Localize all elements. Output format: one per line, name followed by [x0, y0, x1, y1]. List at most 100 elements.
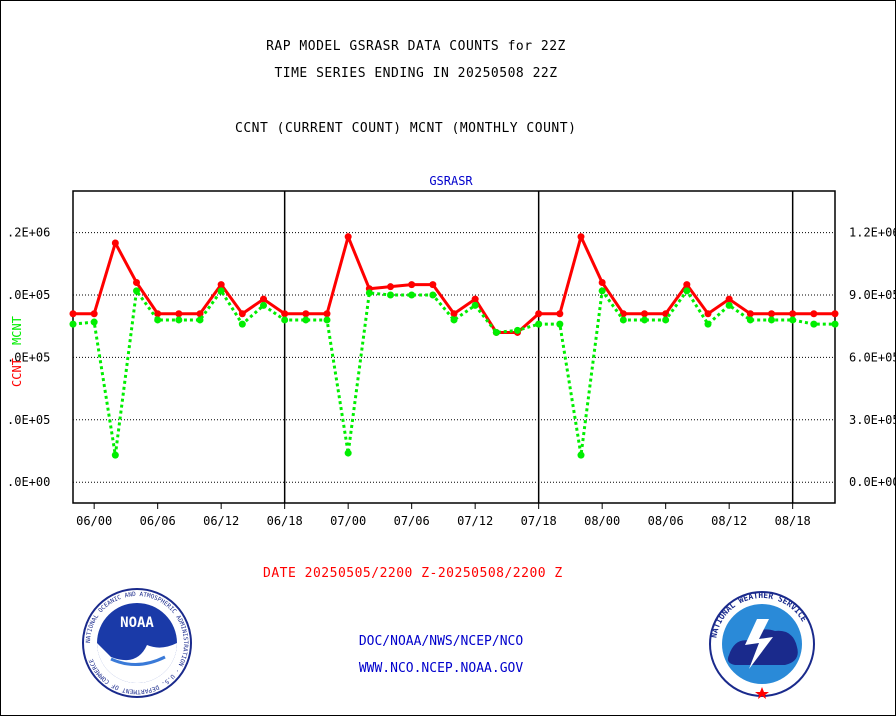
data-point-mcnt — [598, 287, 606, 295]
data-point-mcnt — [683, 287, 691, 295]
data-point-mcnt — [365, 289, 373, 297]
data-point-ccnt — [302, 310, 310, 318]
data-point-ccnt — [810, 310, 818, 318]
data-point-ccnt — [238, 310, 246, 318]
y-axis-label-ccnt: CCNT — [10, 358, 24, 387]
x-tick-label: 06/12 — [203, 514, 239, 528]
x-tick-label: 08/12 — [711, 514, 747, 528]
x-tick-label: 08/06 — [648, 514, 684, 528]
data-point-ccnt — [429, 281, 437, 289]
data-point-ccnt — [387, 283, 394, 291]
x-tick-label: 08/00 — [584, 514, 620, 528]
data-point-mcnt — [133, 287, 140, 295]
x-tick-label: 07/18 — [521, 514, 557, 528]
data-point-mcnt — [704, 320, 712, 328]
data-point-ccnt — [768, 310, 775, 318]
data-point-mcnt — [514, 326, 521, 334]
data-point-ccnt — [450, 310, 458, 318]
data-point-mcnt — [90, 318, 98, 326]
data-point-mcnt — [831, 320, 839, 328]
data-point-ccnt — [323, 310, 331, 318]
x-tick-label: 07/12 — [457, 514, 493, 528]
data-point-ccnt — [260, 295, 267, 303]
data-point-ccnt — [641, 310, 648, 318]
data-point-ccnt — [598, 279, 606, 287]
data-point-mcnt — [344, 449, 352, 457]
chart-title: RAP MODEL GSRASR DATA COUNTS for 22Z — [266, 39, 566, 54]
data-point-ccnt — [90, 310, 98, 318]
right-y-tick-label: 0.0E+00 — [849, 475, 896, 489]
data-point-mcnt — [577, 451, 585, 459]
noaa-logo-icon: NOAA NATIONAL OCEANIC AND ATMOSPHERIC AD… — [82, 588, 192, 698]
data-point-mcnt — [69, 320, 77, 328]
left-y-tick-label: .0E+00 — [7, 475, 50, 489]
x-tick-label: 07/00 — [330, 514, 366, 528]
x-tick-label: 07/06 — [394, 514, 430, 528]
data-point-mcnt — [556, 320, 564, 328]
data-point-mcnt — [535, 320, 543, 328]
data-point-mcnt — [450, 316, 458, 324]
data-point-mcnt — [408, 291, 416, 299]
nco-org-link[interactable]: DOC/NOAA/NWS/NCEP/NCO — [358, 634, 524, 649]
data-point-mcnt — [619, 316, 627, 324]
y-axis-label-mcnt: MCNT — [10, 316, 24, 345]
data-point-mcnt — [175, 316, 183, 324]
time-series-chart: 06/00 06/06 06/12 06/18 07/00 07/06 07/12 07/18… — [7, 174, 896, 528]
data-point-ccnt — [831, 310, 839, 318]
data-point-mcnt — [387, 291, 394, 299]
data-point-ccnt — [746, 310, 754, 318]
data-point-mcnt — [810, 320, 818, 328]
nws-logo-icon: NATIONAL WEATHER SERVICE — [709, 591, 815, 699]
left-y-tick-label: .0E+05 — [7, 350, 50, 364]
data-point-mcnt — [789, 316, 797, 324]
data-point-ccnt — [577, 233, 585, 241]
x-tick-label: 06/00 — [76, 514, 112, 528]
data-point-ccnt — [344, 233, 352, 241]
data-point-mcnt — [429, 291, 437, 299]
chart-subtitle: CCNT (CURRENT COUNT) MCNT (MONTHLY COUNT… — [235, 121, 577, 136]
data-point-ccnt — [111, 239, 119, 247]
right-y-tick-label: 6.0E+05 — [849, 350, 896, 364]
plot-frame — [72, 190, 836, 504]
data-point-ccnt — [535, 310, 543, 318]
data-point-ccnt — [175, 310, 183, 318]
data-point-mcnt — [746, 316, 754, 324]
data-point-mcnt — [260, 301, 267, 309]
data-point-mcnt — [471, 301, 479, 309]
data-point-mcnt — [238, 320, 246, 328]
left-y-tick-label: .0E+05 — [7, 413, 50, 427]
right-y-tick-label: 9.0E+05 — [849, 288, 896, 302]
data-point-mcnt — [492, 328, 500, 336]
x-tick-label: 08/18 — [775, 514, 811, 528]
data-point-mcnt — [662, 316, 670, 324]
right-y-tick-label: 1.2E+06 — [849, 226, 896, 240]
data-point-ccnt — [133, 279, 140, 287]
data-point-mcnt — [302, 316, 310, 324]
data-point-ccnt — [217, 281, 225, 289]
nco-website-link[interactable]: WWW.NCO.NCEP.NOAA.GOV — [358, 661, 524, 676]
x-tick-label: 06/18 — [267, 514, 303, 528]
noaa-logo-text: NOAA — [120, 615, 154, 631]
data-point-ccnt — [471, 295, 479, 303]
data-point-mcnt — [217, 287, 225, 295]
data-point-mcnt — [281, 316, 289, 324]
data-point-mcnt — [725, 301, 733, 309]
left-y-tick-label: .0E+05 — [7, 288, 50, 302]
data-point-ccnt — [683, 281, 691, 289]
left-y-tick-label: .2E+06 — [7, 226, 50, 240]
data-point-mcnt — [154, 316, 162, 324]
data-point-ccnt — [725, 295, 733, 303]
right-y-tick-label: 3.0E+05 — [849, 413, 896, 427]
data-point-ccnt — [281, 310, 289, 318]
x-tick-label: 06/06 — [140, 514, 176, 528]
data-point-mcnt — [641, 316, 648, 324]
data-point-ccnt — [704, 310, 712, 318]
date-range-label: DATE 20250505/2200 Z-20250508/2200 Z — [263, 566, 563, 581]
data-point-mcnt — [196, 316, 204, 324]
data-point-mcnt — [111, 451, 119, 459]
data-point-ccnt — [556, 310, 564, 318]
panel-title: GSRASR — [429, 174, 473, 188]
data-point-ccnt — [408, 281, 416, 289]
data-point-ccnt — [789, 310, 797, 318]
